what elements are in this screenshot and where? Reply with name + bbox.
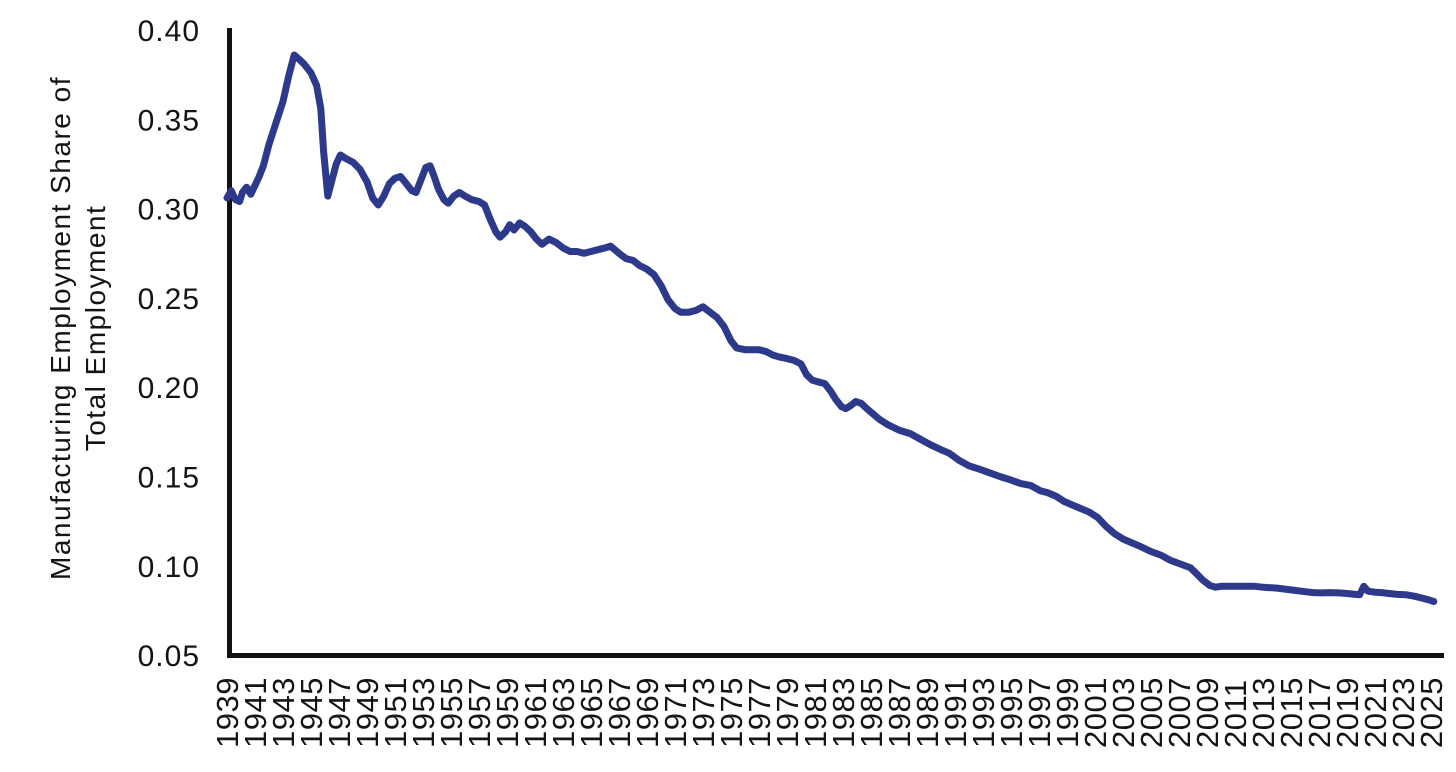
x-tick-label-1947: 1947	[322, 677, 357, 748]
x-tick-label-1959: 1959	[490, 677, 525, 748]
x-tick-label-1983: 1983	[826, 677, 861, 748]
x-tick-label-1975: 1975	[714, 677, 749, 748]
y-tick-label-0.30: 0.30	[138, 194, 200, 227]
x-tick-label-1955: 1955	[434, 677, 469, 748]
x-tick-label-1957: 1957	[462, 677, 497, 748]
x-tick-label-1985: 1985	[854, 677, 889, 748]
x-tick-label-1945: 1945	[294, 677, 329, 748]
x-tick-label-2023: 2023	[1386, 677, 1421, 748]
x-tick-label-1999: 1999	[1050, 677, 1085, 748]
x-tick-label-1991: 1991	[938, 677, 973, 748]
y-tick-label-0.15: 0.15	[138, 462, 200, 495]
x-tick-label-2017: 2017	[1302, 677, 1337, 748]
x-tick-label-1971: 1971	[658, 677, 693, 748]
manufacturing-share-line	[223, 51, 1438, 605]
x-tick-label-1981: 1981	[798, 677, 833, 748]
y-axis-title-line1: Manufacturing Employment Share of	[45, 76, 76, 580]
y-tick-label-0.05: 0.05	[138, 640, 200, 673]
x-tick-label-1973: 1973	[686, 677, 721, 748]
x-tick-label-1961: 1961	[518, 677, 553, 748]
y-tick-label-0.40: 0.40	[138, 15, 200, 48]
x-tick-label-1969: 1969	[630, 677, 665, 748]
x-tick-label-1963: 1963	[546, 677, 581, 748]
x-tick-label-2007: 2007	[1162, 677, 1197, 748]
x-tick-label-2011: 2011	[1218, 679, 1253, 748]
x-tick-label-1977: 1977	[742, 677, 777, 748]
y-tick-label-0.20: 0.20	[138, 372, 200, 405]
x-tick-label-1965: 1965	[574, 677, 609, 748]
x-tick-label-2019: 2019	[1330, 677, 1365, 748]
x-tick-label-1993: 1993	[966, 677, 1001, 748]
x-tick-label-2015: 2015	[1274, 677, 1309, 748]
y-axis-title-line2: Total Employment	[80, 204, 111, 452]
x-tick-label-1967: 1967	[602, 677, 637, 748]
x-tick-label-2025: 2025	[1414, 677, 1449, 748]
x-tick-label-1953: 1953	[406, 677, 441, 748]
x-tick-label-2003: 2003	[1106, 677, 1141, 748]
y-tick-label-0.10: 0.10	[138, 551, 200, 584]
x-tick-label-1943: 1943	[266, 677, 301, 748]
x-tick-label-2013: 2013	[1246, 677, 1281, 748]
x-tick-label-1951: 1951	[378, 677, 413, 748]
x-tick-label-2001: 2001	[1078, 677, 1113, 748]
y-tick-label-0.25: 0.25	[138, 283, 200, 316]
x-tick-label-1949: 1949	[350, 677, 385, 748]
x-tick-label-1997: 1997	[1022, 677, 1057, 748]
x-tick-label-1987: 1987	[882, 677, 917, 748]
y-tick-label-0.35: 0.35	[138, 104, 200, 137]
y-axis-title: Manufacturing Employment Share of Total …	[43, 76, 113, 580]
x-tick-label-2009: 2009	[1190, 677, 1225, 748]
x-tick-label-1941: 1941	[238, 677, 273, 748]
x-tick-label-1995: 1995	[994, 677, 1029, 748]
x-tick-label-2021: 2021	[1358, 677, 1393, 748]
x-tick-label-1989: 1989	[910, 677, 945, 748]
x-tick-label-1939: 1939	[210, 677, 245, 748]
x-tick-label-2005: 2005	[1134, 677, 1169, 748]
x-tick-label-1979: 1979	[770, 677, 805, 748]
